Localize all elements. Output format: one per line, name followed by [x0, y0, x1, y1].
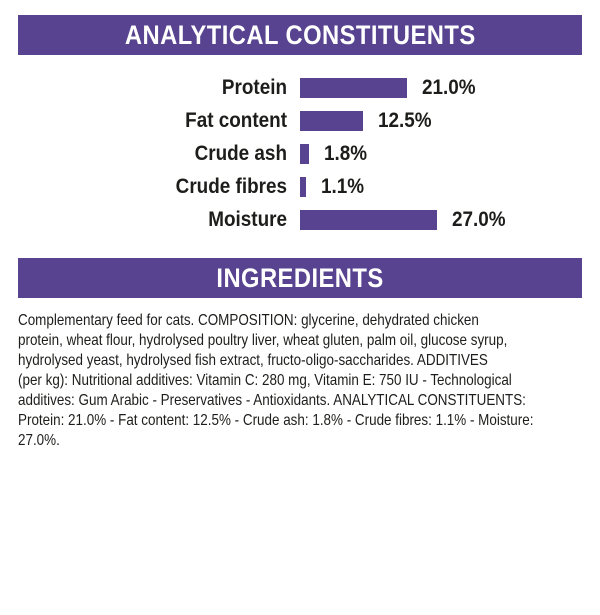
- chart-row-label: Crude fibres: [175, 174, 287, 198]
- chart-row-value: 21.0%: [421, 75, 476, 99]
- ingredients-paragraph: Complementary feed for cats. COMPOSITION…: [18, 311, 582, 451]
- ingredients-header-band: INGREDIENTS: [18, 258, 582, 298]
- chart-row-value: 27.0%: [451, 207, 506, 231]
- chart-row-crude-fibres: Crude fibres 1.1%: [0, 170, 600, 203]
- ingredients-line: protein, wheat flour, hydrolysed poultry…: [18, 332, 508, 349]
- chart-bar: [300, 176, 306, 197]
- chart-bar: [300, 110, 364, 131]
- ingredients-line: (per kg): Nutritional additives: Vitamin…: [18, 372, 512, 389]
- chart-row-value: 1.1%: [320, 174, 364, 198]
- chart-row-moisture: Moisture 27.0%: [0, 203, 600, 236]
- ingredients-line: Complementary feed for cats. COMPOSITION…: [18, 312, 479, 329]
- chart-row-value: 12.5%: [378, 108, 432, 132]
- analytical-constituents-chart: Protein 21.0% Fat content 12.5% Crude as…: [0, 71, 600, 236]
- chart-row-fat-content: Fat content 12.5%: [0, 104, 600, 137]
- ingredients-header-title: INGREDIENTS: [216, 262, 384, 293]
- ingredients-line: Protein: 21.0% - Fat content: 12.5% - Cr…: [18, 412, 534, 429]
- chart-bar: [300, 77, 407, 98]
- analytical-header-band: ANALYTICAL CONSTITUENTS: [18, 15, 582, 55]
- chart-bar: [300, 143, 310, 164]
- ingredients-line: hydrolysed yeast, hydrolysed fish extrac…: [18, 352, 488, 369]
- chart-row-label: Protein: [221, 75, 287, 99]
- ingredients-line: additives: Gum Arabic - Preservatives - …: [18, 392, 526, 409]
- pet-food-label-panel: ANALYTICAL CONSTITUENTS Protein 21.0% Fa…: [0, 15, 600, 615]
- chart-row-label: Fat content: [185, 108, 287, 132]
- ingredients-line: 27.0%.: [18, 432, 60, 449]
- chart-row-protein: Protein 21.0%: [0, 71, 600, 104]
- chart-row-crude-ash: Crude ash 1.8%: [0, 137, 600, 170]
- chart-row-label: Moisture: [208, 207, 287, 231]
- chart-bar: [300, 209, 437, 230]
- analytical-header-title: ANALYTICAL CONSTITUENTS: [124, 19, 476, 50]
- chart-row-value: 1.8%: [324, 141, 368, 165]
- chart-row-label: Crude ash: [194, 141, 287, 165]
